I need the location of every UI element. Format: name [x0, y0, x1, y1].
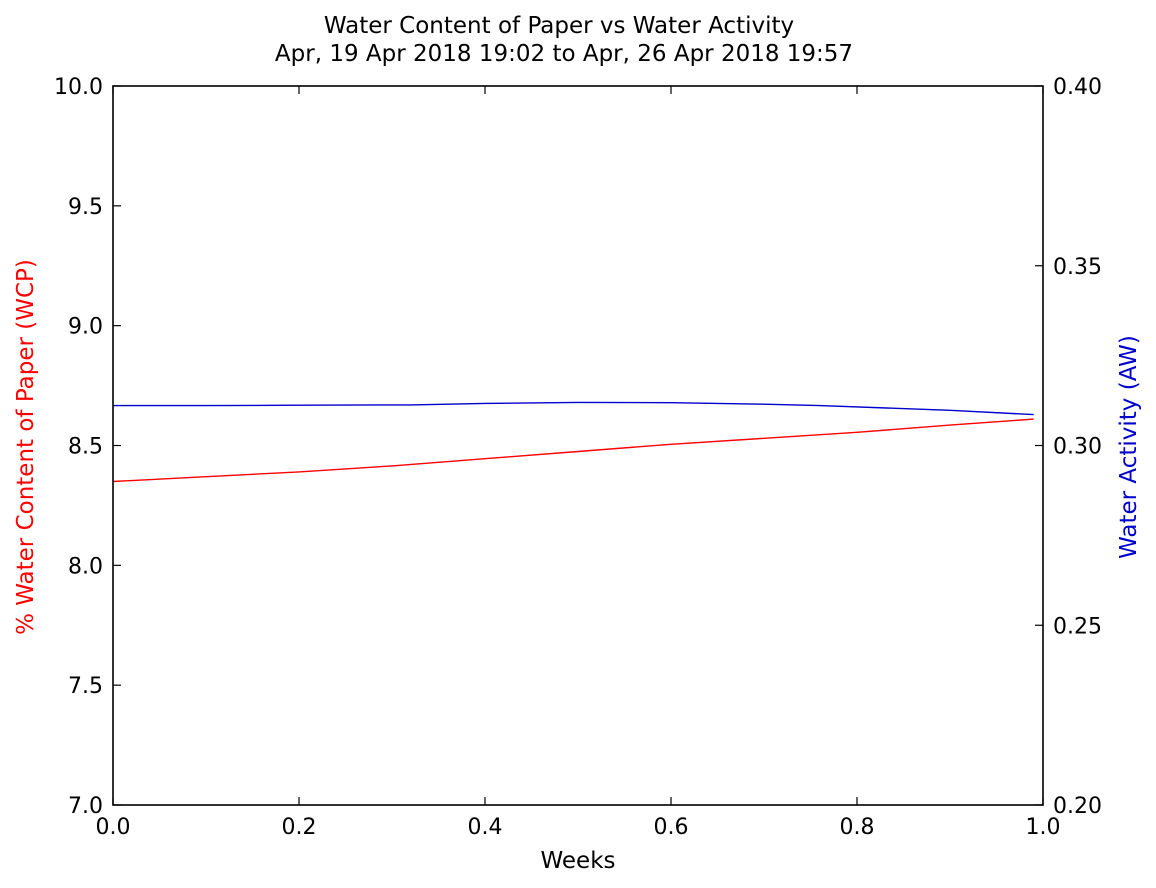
- y-right-tick-label-3: 0.35: [1053, 255, 1102, 280]
- y-left-tick-label-1: 7.5: [68, 674, 103, 699]
- y-right-tick-label-4: 0.40: [1053, 75, 1102, 100]
- chart-title: Water Content of Paper vs Water Activity: [324, 13, 794, 39]
- plot-frame: [112, 85, 1044, 806]
- x-tick-label-1: 0.2: [282, 815, 317, 840]
- y-left-tick-label-0: 7.0: [68, 794, 103, 819]
- x-axis-label: Weeks: [541, 848, 616, 874]
- y-left-tick-label-6: 10.0: [54, 75, 103, 100]
- x-tick-label-0: 0.0: [96, 815, 131, 840]
- y-right-tick-label-2: 0.30: [1053, 435, 1102, 460]
- y-axis-label-left: % Water Content of Paper (WCP): [13, 259, 39, 635]
- y-left-tick-label-5: 9.5: [68, 195, 103, 220]
- aw-series-line: [113, 401, 1034, 416]
- x-tick-label-2: 0.4: [468, 815, 503, 840]
- y-left-tick-label-3: 8.5: [68, 435, 103, 460]
- chart-subtitle: Apr, 19 Apr 2018 19:02 to Apr, 26 Apr 20…: [275, 41, 853, 67]
- axis-ticks: [112, 85, 1044, 806]
- wcp-series-line: [112, 418, 1034, 483]
- y-axis-label-right: Water Activity (AW): [1116, 335, 1142, 559]
- x-tick-label-3: 0.6: [654, 815, 689, 840]
- y-right-tick-label-1: 0.25: [1053, 614, 1102, 639]
- x-tick-label-5: 1.0: [1026, 815, 1061, 840]
- tick-labels: 0.0 0.2 0.4 0.6 0.8 1.0 7.0 7.5 8.0 8.5 9.0 9.5 10.0…: [54, 75, 1102, 840]
- y-left-tick-label-4: 9.0: [68, 315, 103, 340]
- y-right-tick-label-0: 0.20: [1053, 794, 1102, 819]
- y-left-tick-label-2: 8.0: [68, 554, 103, 579]
- x-tick-label-4: 0.8: [840, 815, 875, 840]
- series-lines: [112, 401, 1034, 483]
